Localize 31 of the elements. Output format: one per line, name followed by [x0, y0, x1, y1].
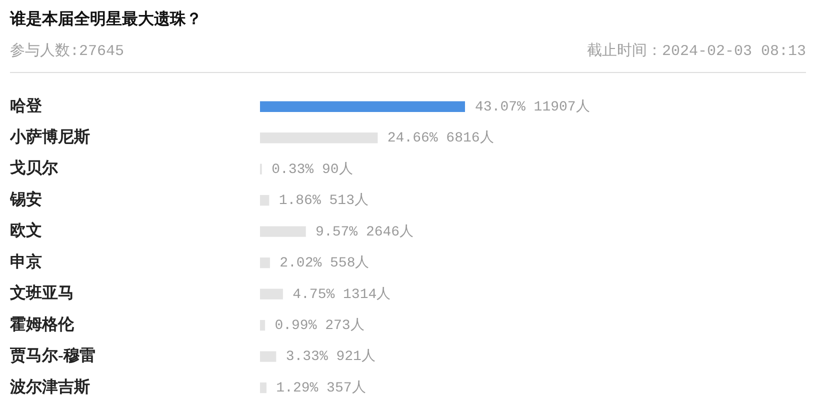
bar	[260, 101, 465, 112]
y-tick-label: 文班亚马	[9, 284, 74, 302]
data-label: 4.75% 1314人	[292, 286, 391, 303]
y-tick-label: 霍姆格伦	[9, 315, 75, 334]
bar	[260, 226, 306, 237]
text: 截止时间：2024-02-03 08:13	[586, 42, 806, 62]
y-tick-label: 小萨博尼斯	[9, 128, 90, 146]
data-label: 3.33% 921人	[286, 348, 376, 366]
data-label: 0.33% 90人	[272, 160, 353, 178]
y-tick-label: 哈登	[10, 96, 43, 115]
data-label: 1.86% 513人	[278, 192, 368, 210]
data-label: 2.02% 558人	[280, 254, 370, 272]
bar	[260, 320, 266, 331]
text: 谁是本届全明星最大遗珠？	[10, 10, 202, 30]
data-label: 24.66% 6816人	[387, 130, 494, 147]
bar	[260, 132, 378, 144]
bar	[260, 351, 276, 362]
y-tick-label: 波尔津吉斯	[9, 378, 90, 396]
bar	[260, 288, 283, 300]
text: 参与人数:27645	[10, 42, 124, 62]
data-label: 9.57% 2646人	[316, 223, 414, 240]
bar	[260, 257, 270, 268]
y-tick-label: 申京	[10, 252, 42, 271]
bar	[260, 195, 270, 206]
y-tick-label: 欧文	[10, 222, 42, 240]
data-label: 0.99% 273人	[274, 317, 364, 334]
bar	[260, 382, 266, 394]
data-label: 43.07% 11907人	[475, 98, 590, 116]
data-label: 1.29% 357人	[276, 379, 366, 396]
y-tick-label: 贾马尔-穆雷	[9, 346, 96, 365]
y-tick-label: 戈贝尔	[10, 159, 59, 178]
